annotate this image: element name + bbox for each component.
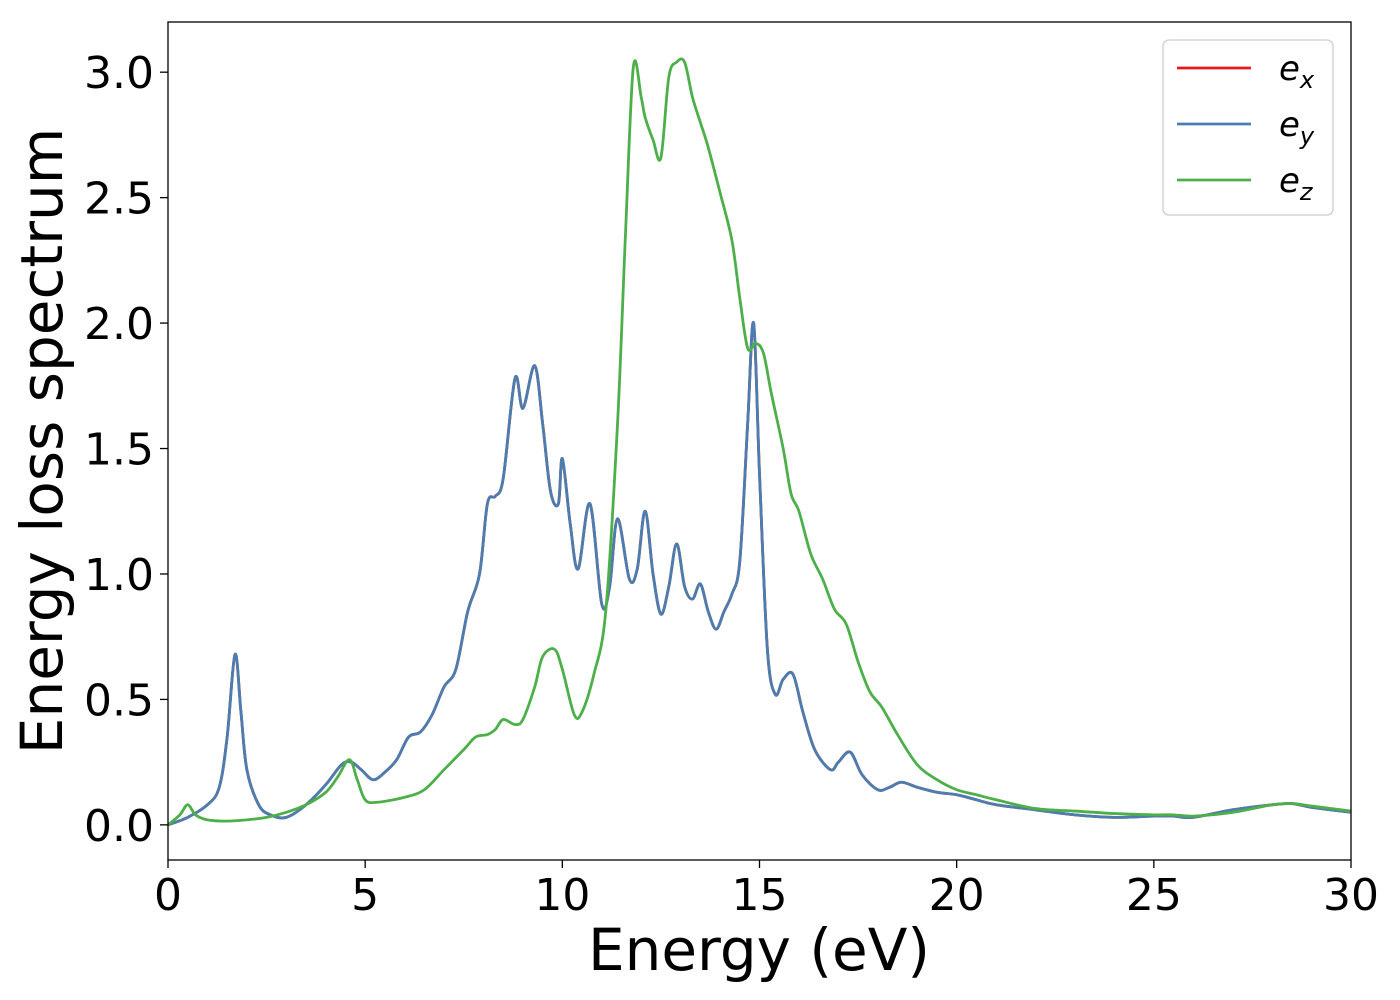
legend-label-ex: ex [1279,49,1315,94]
legend-label-ez: ez [1279,161,1314,206]
y-axis-title: Energy loss spectrum [8,128,76,754]
x-tick-label: 30 [1323,870,1379,921]
y-tick-label: 0.5 [84,675,154,726]
x-tick-label: 10 [534,870,590,921]
legend: ex ey ez [1162,39,1334,216]
x-tick-label: 5 [351,870,379,921]
x-axis-title: Energy (eV) [588,916,930,984]
x-axis: 0 5 10 15 20 25 30 [154,860,1379,921]
x-tick-label: 20 [929,870,985,921]
legend-label-ey: ey [1279,105,1315,150]
x-tick-label: 15 [732,870,788,921]
x-tick-label: 25 [1126,870,1182,921]
y-tick-label: 3.0 [84,48,154,99]
series-line-ez [168,57,1351,827]
series-layer [168,57,1351,827]
x-tick-label: 0 [154,870,182,921]
y-tick-label: 2.5 [84,174,154,225]
y-axis: 0.0 0.5 1.0 1.5 2.0 2.5 3.0 [84,48,168,852]
series-line-ey [168,321,1351,827]
y-tick-label: 1.5 [84,425,154,476]
y-tick-label: 2.0 [84,299,154,350]
y-tick-label: 1.0 [84,550,154,601]
legend-box [1162,39,1334,216]
y-tick-label: 0.0 [84,801,154,852]
